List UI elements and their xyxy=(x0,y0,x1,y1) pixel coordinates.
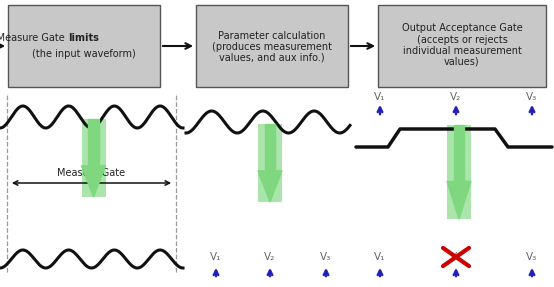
Text: limits: limits xyxy=(68,33,99,43)
Text: V₃: V₃ xyxy=(526,92,537,102)
Polygon shape xyxy=(258,124,282,202)
FancyBboxPatch shape xyxy=(378,5,546,87)
Polygon shape xyxy=(89,119,99,166)
Text: Output Acceptance Gate: Output Acceptance Gate xyxy=(402,23,522,33)
Text: values): values) xyxy=(444,57,480,67)
Text: individual measurement: individual measurement xyxy=(403,46,521,56)
FancyBboxPatch shape xyxy=(8,5,160,87)
Polygon shape xyxy=(454,125,464,181)
Text: V₁: V₁ xyxy=(211,252,222,262)
Polygon shape xyxy=(447,125,471,219)
Text: V₂: V₂ xyxy=(264,252,276,262)
Polygon shape xyxy=(81,166,105,197)
FancyBboxPatch shape xyxy=(196,5,348,87)
Text: V₁: V₁ xyxy=(375,252,386,262)
Polygon shape xyxy=(258,171,282,202)
Text: Input Measure Gate: Input Measure Gate xyxy=(0,33,68,43)
Text: (accepts or rejects: (accepts or rejects xyxy=(417,35,507,45)
Polygon shape xyxy=(81,119,105,197)
Text: Parameter calculation: Parameter calculation xyxy=(218,31,326,41)
Text: V₁: V₁ xyxy=(375,92,386,102)
Polygon shape xyxy=(447,181,471,219)
Text: Measure Gate: Measure Gate xyxy=(58,168,126,178)
Text: V₃: V₃ xyxy=(320,252,332,262)
Text: values, and aux info.): values, and aux info.) xyxy=(219,53,325,63)
Text: V₂: V₂ xyxy=(450,92,461,102)
Text: V₂: V₂ xyxy=(450,252,461,262)
Text: V₃: V₃ xyxy=(526,252,537,262)
Text: (produces measurement: (produces measurement xyxy=(212,42,332,52)
Polygon shape xyxy=(265,124,275,171)
Text: (the input waveform): (the input waveform) xyxy=(32,49,136,59)
